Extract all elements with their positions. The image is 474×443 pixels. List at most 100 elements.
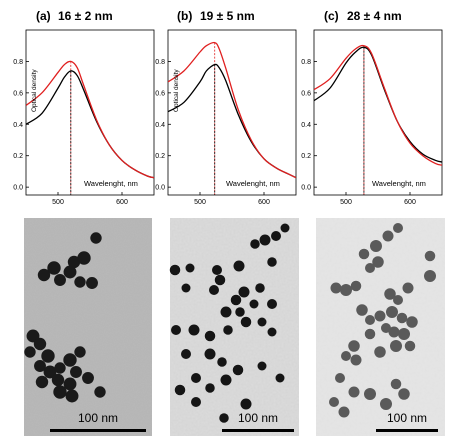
nanoparticle [51, 373, 65, 387]
nanoparticle [65, 389, 79, 403]
nanoparticle [390, 340, 402, 352]
nanoparticle [341, 351, 351, 361]
nanoparticle [54, 362, 66, 374]
micrograph-b: 100 nm [169, 218, 299, 436]
nanoparticle [220, 374, 232, 386]
nanoparticle [54, 274, 66, 286]
nanoparticle [240, 316, 252, 328]
nanoparticle [370, 240, 382, 252]
nanoparticle [233, 260, 245, 272]
scale-bar [222, 429, 294, 432]
nanoparticle [393, 295, 403, 305]
series-lines [26, 60, 154, 179]
nanoparticle [424, 250, 436, 262]
nanoparticle [275, 373, 285, 383]
x-axis-label: Wavelenght, nm [84, 179, 138, 188]
nanoparticle [185, 263, 195, 273]
nanoparticle [82, 372, 94, 384]
nanoparticle [35, 375, 49, 389]
scale-bar-label: 100 nm [387, 411, 427, 425]
x-tick-label: 500 [52, 199, 64, 206]
particles [329, 223, 436, 418]
nanoparticle [382, 230, 394, 242]
nanoparticle [181, 349, 191, 359]
axis-ticks: 500 600 0.0 0.2 0.4 0.6 0.8 [13, 59, 128, 206]
plot-frame [167, 29, 297, 196]
nanoparticle [380, 398, 392, 410]
nanoparticle [267, 257, 277, 267]
nanoparticle [249, 299, 259, 309]
axis-ticks: 500 600 0.0 0.2 0.4 0.6 0.8 [301, 59, 416, 206]
y-tick-label: 0.8 [13, 59, 23, 66]
x-tick-label: 600 [404, 199, 416, 206]
nanoparticle [356, 304, 368, 316]
nanoparticle [267, 327, 277, 337]
panel-label: (b) [177, 9, 192, 23]
nanoparticle [43, 365, 57, 379]
nanoparticle [365, 315, 375, 325]
nanoparticle [402, 282, 414, 294]
y-axis-label: Optical density [31, 69, 38, 112]
chart-panel-c: (c) 28 ± 4 nm 500 600 0.0 0.2 0.4 0.6 0.8 Wave… [301, 9, 443, 206]
nanoparticle [238, 286, 250, 298]
micrograph-a: 100 nm [24, 218, 152, 436]
chart-title: 19 ± 5 nm [200, 9, 255, 23]
y-tick-label: 0.6 [155, 90, 165, 97]
micrograph-c: 100 nm [316, 218, 445, 436]
nanoparticle [37, 268, 51, 282]
nanoparticle [74, 346, 86, 358]
nanoparticle [171, 325, 181, 335]
nanoparticle [390, 378, 402, 390]
nanoparticle [350, 280, 362, 292]
nanoparticle [188, 324, 200, 336]
nanoparticle [191, 397, 201, 407]
nanoparticle [235, 307, 245, 317]
nanoparticle [257, 361, 267, 371]
nanoparticle [338, 406, 350, 418]
series-line [168, 41, 296, 179]
nanoparticle [267, 299, 277, 309]
y-tick-label: 0.2 [13, 153, 23, 160]
series-line [314, 44, 442, 166]
nanoparticle [34, 360, 46, 372]
nanoparticle [398, 328, 410, 340]
nanoparticle [335, 373, 345, 383]
nanoparticle [374, 346, 386, 358]
nanoparticle [250, 239, 260, 249]
y-axis-label: Optical density [173, 69, 180, 112]
nanoparticle [404, 340, 416, 352]
y-tick-label: 0.0 [13, 185, 23, 192]
nanoparticle [47, 261, 61, 275]
nanoparticle [219, 413, 229, 423]
nanoparticle [381, 323, 391, 333]
nanoparticle [24, 346, 36, 358]
nanoparticle [386, 306, 398, 318]
nanoparticle [329, 397, 339, 407]
axis-ticks: 500 600 0.0 0.2 0.4 0.6 0.8 [155, 59, 270, 206]
y-tick-label: 0.0 [301, 185, 311, 192]
nanoparticle [169, 264, 181, 276]
nanoparticle [67, 255, 81, 269]
nanoparticle [406, 316, 418, 328]
nanoparticle [388, 326, 400, 338]
y-tick-label: 0.4 [13, 122, 23, 129]
nanoparticle [63, 353, 77, 367]
nanoparticle [86, 277, 98, 289]
series-line [168, 63, 296, 179]
nanoparticle [63, 377, 77, 391]
nanoparticle [41, 349, 55, 363]
scale-bar [50, 429, 146, 432]
nanoparticle [204, 330, 216, 342]
series-lines [314, 44, 442, 166]
nanoparticle [358, 248, 370, 260]
nanoparticle [191, 373, 201, 383]
nanoparticle [271, 231, 281, 241]
nanoparticle [398, 388, 410, 400]
micrograph-texture [24, 218, 152, 436]
nanoparticle [240, 398, 252, 410]
nanoparticle [77, 251, 91, 265]
nanoparticle [174, 384, 186, 396]
chart-panel-b: (b) 19 ± 5 nm 500 600 0.0 0.2 0.4 0.6 0.8 Opti… [155, 9, 297, 206]
nanoparticle [340, 284, 352, 296]
